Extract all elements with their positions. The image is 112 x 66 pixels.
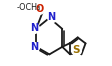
Text: N: N bbox=[30, 23, 38, 33]
Text: N: N bbox=[47, 12, 56, 22]
Text: S: S bbox=[72, 45, 80, 55]
Text: N: N bbox=[30, 42, 38, 52]
Text: -OCH₃: -OCH₃ bbox=[16, 3, 40, 12]
Text: O: O bbox=[35, 4, 43, 14]
